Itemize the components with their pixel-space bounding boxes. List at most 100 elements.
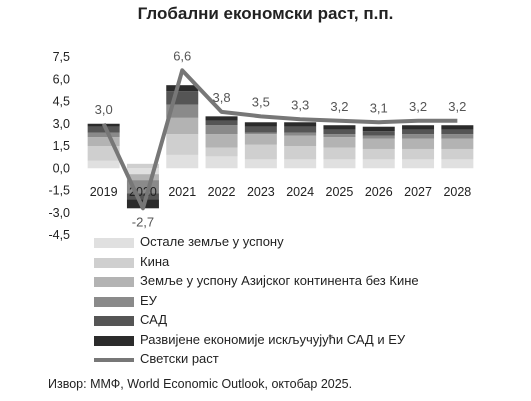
bar-segment: [441, 129, 474, 135]
bar-segment: [244, 122, 277, 127]
data-label: 3,2: [409, 99, 427, 114]
bar-segment: [87, 137, 120, 146]
bar-segment: [284, 159, 317, 169]
x-tick-label: 2025: [326, 185, 354, 199]
data-label: 3,2: [330, 99, 348, 114]
bar-segment: [362, 131, 395, 136]
bar-segment: [244, 144, 277, 160]
legend-swatch: [94, 296, 134, 307]
data-label: 3,0: [95, 102, 113, 117]
x-tick-label: 2028: [443, 185, 471, 199]
bar-segment: [205, 134, 238, 148]
bar-segment: [323, 159, 356, 169]
legend-label: Развијене економије искључујући САД и ЕУ: [140, 331, 406, 347]
data-label: 6,6: [173, 48, 191, 63]
bar-segment: [284, 135, 317, 146]
y-tick-label: 4,5: [53, 95, 70, 109]
y-tick-label: 0,0: [53, 161, 70, 175]
x-tick-label: 2023: [247, 185, 275, 199]
bar-segment: [87, 126, 120, 133]
legend-line-swatch: [94, 358, 134, 362]
legend-swatch: [94, 277, 134, 287]
bar-segment: [323, 134, 356, 138]
legend-label: Остале земље у успону: [140, 234, 284, 249]
bar-segment: [441, 148, 474, 160]
bar-segment: [402, 159, 435, 169]
bar-segment: [87, 132, 120, 138]
source-note: Извор: ММФ, World Economic Outlook, окто…: [48, 377, 353, 391]
legend-label: ЕУ: [140, 292, 157, 308]
bar-segment: [402, 125, 435, 130]
bar-segment: [441, 134, 474, 139]
bar-segment: [244, 132, 277, 135]
bar-segment: [166, 154, 199, 169]
legend-label: Кина: [140, 253, 170, 269]
bar-segment: [284, 146, 317, 160]
bar-segment: [284, 122, 317, 127]
bar-segment: [362, 135, 395, 139]
bar-segment: [244, 159, 277, 169]
bar-segment: [323, 125, 356, 130]
bar-segment: [205, 120, 238, 126]
bar-segment: [402, 138, 435, 149]
bar-segment: [244, 134, 277, 145]
y-tick-label: 6,0: [53, 72, 70, 86]
bar-segment: [126, 174, 159, 181]
x-tick-label: 2026: [365, 185, 393, 199]
legend-swatch: [94, 335, 134, 346]
bar-segment: [441, 159, 474, 169]
bar-segment: [166, 85, 199, 92]
world-growth-line: [101, 68, 458, 211]
data-label: 3,3: [291, 97, 309, 112]
bar-segment: [284, 132, 317, 136]
y-tick-label: 1,5: [53, 139, 70, 153]
legend-swatch: [94, 238, 134, 248]
data-label: -2,7: [132, 214, 154, 229]
legend-swatch: [94, 316, 134, 326]
bar-segment: [166, 104, 199, 118]
y-tick-label: 3,0: [53, 117, 70, 131]
bar-segment: [362, 126, 395, 132]
legend-label: САД: [140, 312, 168, 327]
bar-segment: [362, 138, 395, 149]
bar-segment: [205, 156, 238, 169]
bar-segment: [205, 147, 238, 157]
bar-segment: [284, 126, 317, 133]
data-label: 3,5: [252, 94, 270, 109]
bar-segment: [87, 160, 120, 169]
bar-segment: [323, 137, 356, 148]
legend-swatch: [94, 257, 134, 268]
y-tick-label: 7,5: [53, 50, 70, 64]
bar-segment: [166, 134, 199, 155]
legend-label: Земље у успону Азијског континента без К…: [140, 273, 419, 288]
data-label: 3,8: [213, 90, 231, 105]
x-tick-label: 2024: [286, 185, 314, 199]
bar-segment: [323, 147, 356, 160]
y-tick-label: -1,5: [48, 184, 70, 198]
bar-segment: [205, 116, 238, 121]
x-tick-label: 2022: [208, 185, 236, 199]
bar-segment: [441, 138, 474, 149]
bar-segment: [126, 168, 159, 175]
bar-segment: [126, 163, 159, 169]
bar-segment: [362, 159, 395, 169]
bar-segment: [244, 126, 277, 133]
bar-segment: [323, 129, 356, 135]
legend-label: Светски раст: [140, 351, 219, 366]
y-tick-label: -4,5: [48, 228, 70, 242]
bar-segment: [126, 193, 159, 200]
bar-segment: [166, 117, 199, 135]
chart-title: Глобални економски раст, п.п.: [137, 4, 394, 23]
data-label: 3,1: [370, 100, 388, 115]
x-tick-label: 2021: [168, 185, 196, 199]
bar-segment: [402, 148, 435, 160]
bar-segment: [205, 125, 238, 135]
bar-segment: [402, 129, 435, 135]
x-tick-label: 2027: [404, 185, 432, 199]
bar-segment: [441, 125, 474, 130]
x-tick-label: 2019: [90, 185, 118, 199]
bar-segment: [87, 146, 120, 161]
bar-segment: [402, 134, 435, 139]
y-tick-label: -3,0: [48, 206, 70, 220]
